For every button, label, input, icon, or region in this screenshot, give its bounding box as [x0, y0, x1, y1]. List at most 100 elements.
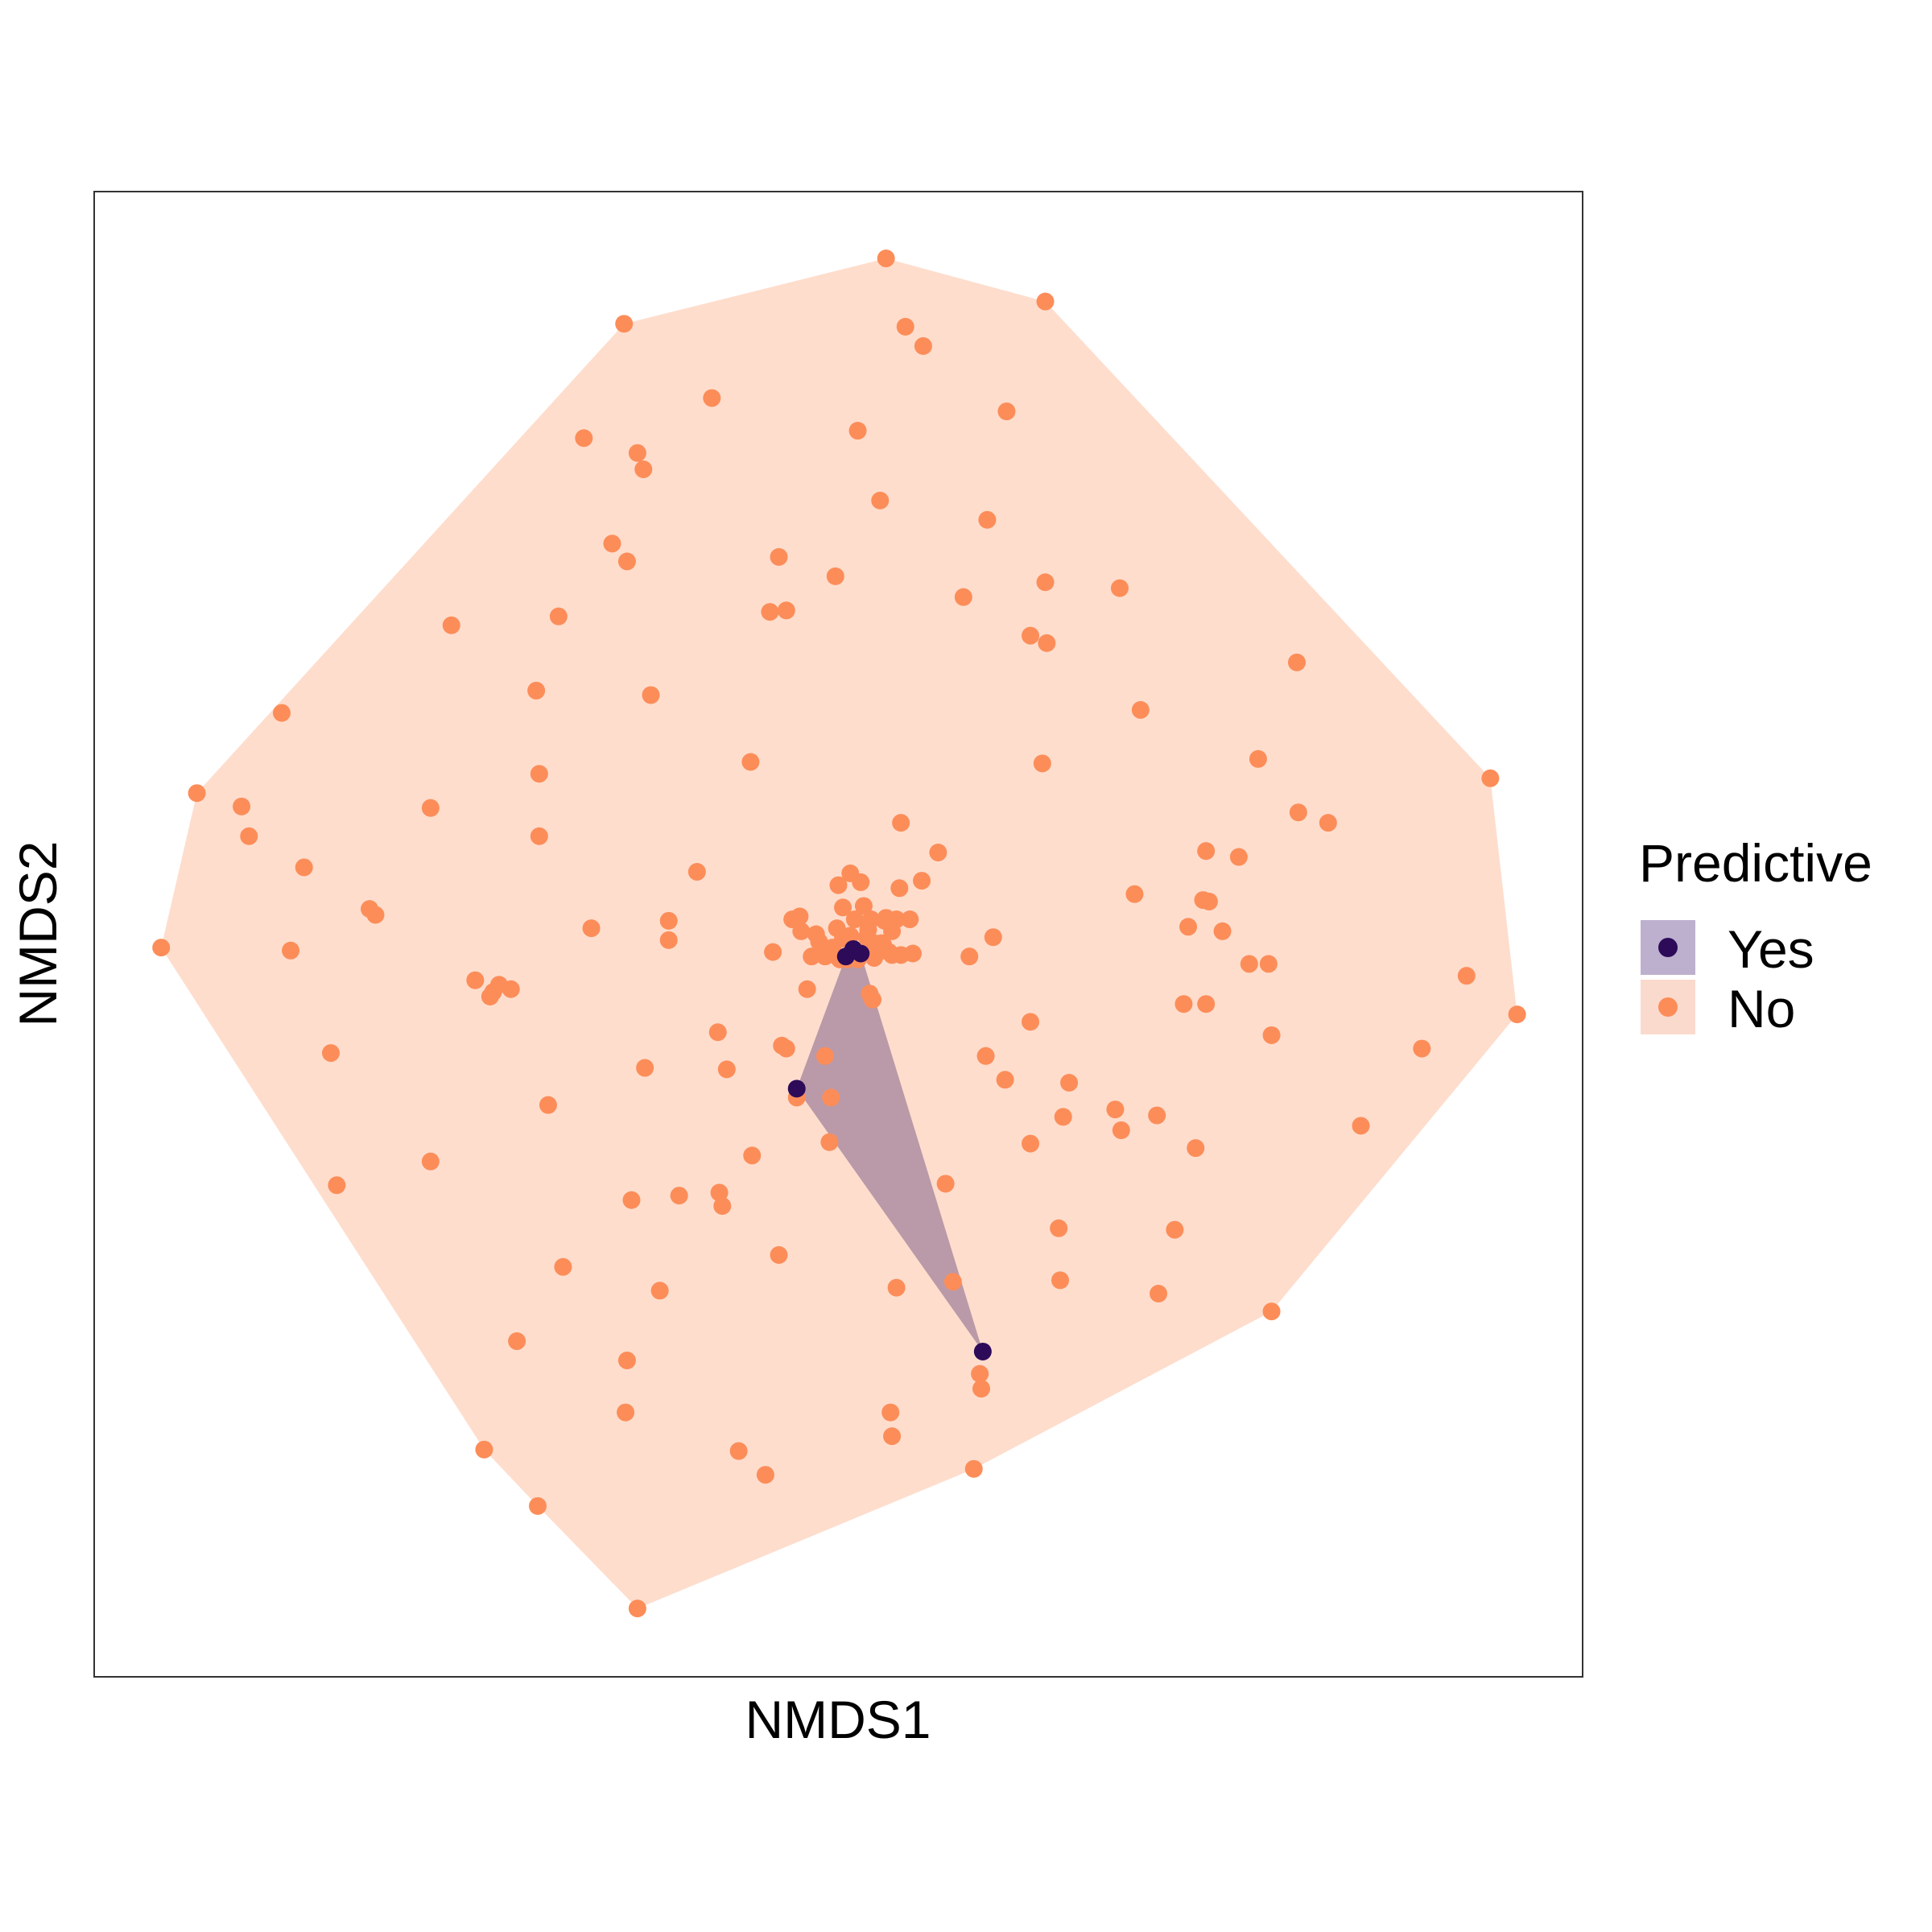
- point-no-141: [743, 1146, 762, 1165]
- point-no-66: [845, 910, 864, 929]
- point-no-102: [903, 944, 922, 963]
- point-no-35: [530, 765, 548, 783]
- point-no-38: [421, 799, 440, 817]
- point-yes-0: [787, 1080, 806, 1098]
- point-no-34: [1481, 769, 1500, 787]
- legend-item-no: No: [1641, 979, 1795, 1038]
- point-no-31: [741, 753, 760, 771]
- point-no-20: [777, 601, 795, 620]
- point-no-119: [1022, 1013, 1040, 1031]
- point-no-131: [1060, 1074, 1079, 1092]
- point-no-140: [1022, 1134, 1040, 1153]
- point-no-6: [997, 402, 1016, 421]
- point-no-28: [642, 686, 660, 704]
- point-no-17: [1110, 579, 1129, 597]
- point-no-13: [603, 535, 621, 553]
- point-no-44: [929, 844, 947, 862]
- point-no-56: [1199, 892, 1218, 910]
- point-no-51: [852, 873, 870, 891]
- point-no-21: [761, 603, 779, 621]
- point-no-26: [1287, 653, 1306, 671]
- point-no-151: [1050, 1219, 1068, 1237]
- point-no-127: [636, 1059, 654, 1077]
- point-no-42: [240, 827, 258, 845]
- point-no-150: [713, 1197, 732, 1216]
- point-no-50: [829, 876, 848, 894]
- point-no-108: [466, 971, 485, 989]
- point-no-113: [864, 990, 882, 1009]
- point-no-59: [854, 897, 873, 915]
- point-no-173: [628, 1600, 646, 1618]
- point-no-79: [792, 922, 811, 940]
- point-no-5: [703, 389, 721, 407]
- point-yes-1: [973, 1342, 992, 1360]
- point-no-158: [887, 1278, 906, 1297]
- point-no-107: [1457, 967, 1476, 985]
- point-no-128: [717, 1060, 736, 1079]
- legend-label-no: No: [1728, 979, 1795, 1038]
- point-no-37: [233, 797, 251, 815]
- point-no-147: [670, 1187, 688, 1205]
- point-no-121: [1262, 1026, 1281, 1044]
- point-no-157: [650, 1282, 669, 1300]
- point-no-23: [442, 616, 460, 634]
- point-no-100: [865, 949, 883, 968]
- point-no-43: [530, 827, 548, 845]
- point-no-24: [1022, 626, 1040, 645]
- point-no-62: [791, 907, 809, 926]
- point-no-103: [960, 947, 979, 966]
- point-no-129: [976, 1046, 995, 1065]
- point-no-18: [826, 567, 844, 585]
- point-no-154: [554, 1257, 572, 1276]
- point-no-80: [810, 932, 828, 951]
- point-no-77: [659, 931, 678, 949]
- point-no-139: [1112, 1121, 1130, 1140]
- point-no-125: [815, 1046, 834, 1065]
- point-no-116: [1174, 995, 1193, 1013]
- point-no-137: [1054, 1108, 1072, 1126]
- point-no-146: [936, 1174, 955, 1193]
- point-no-145: [328, 1176, 346, 1195]
- point-no-3: [896, 317, 914, 336]
- point-no-86: [841, 927, 860, 945]
- point-no-69: [901, 910, 919, 929]
- point-no-106: [1259, 955, 1278, 973]
- point-yes-4: [852, 944, 870, 963]
- point-no-7: [848, 422, 867, 440]
- point-no-54: [1125, 885, 1144, 903]
- point-no-2: [615, 315, 634, 333]
- point-no-133: [539, 1096, 557, 1114]
- point-no-155: [943, 1273, 962, 1291]
- point-no-70: [582, 919, 601, 938]
- point-no-30: [1131, 700, 1150, 719]
- point-no-135: [1106, 1100, 1125, 1119]
- point-no-19: [954, 588, 972, 606]
- point-no-32: [1249, 749, 1267, 768]
- point-no-71: [1179, 918, 1198, 936]
- point-no-27: [527, 681, 546, 700]
- point-no-72: [1213, 922, 1232, 940]
- point-no-41: [892, 814, 910, 832]
- point-no-166: [881, 1403, 900, 1422]
- point-no-101: [880, 943, 898, 961]
- point-no-11: [871, 491, 890, 510]
- point-no-124: [1413, 1039, 1431, 1058]
- plot-panel: [93, 191, 1583, 1678]
- y-axis-title: NMDS2: [8, 840, 68, 1026]
- point-no-48: [687, 863, 706, 881]
- point-no-33: [1033, 754, 1051, 773]
- point-no-0: [877, 250, 895, 268]
- legend-label-yes: Yes: [1728, 919, 1814, 979]
- point-no-169: [729, 1442, 748, 1460]
- point-no-171: [964, 1459, 983, 1478]
- legend-item-yes: Yes: [1641, 919, 1814, 979]
- point-no-76: [883, 922, 902, 940]
- point-no-105: [1240, 955, 1258, 973]
- legend-key-no-dot: [1658, 997, 1678, 1017]
- point-no-143: [820, 1133, 839, 1151]
- point-no-46: [1197, 842, 1216, 861]
- point-no-45: [1229, 848, 1248, 866]
- point-no-167: [883, 1427, 902, 1446]
- point-no-161: [508, 1332, 526, 1351]
